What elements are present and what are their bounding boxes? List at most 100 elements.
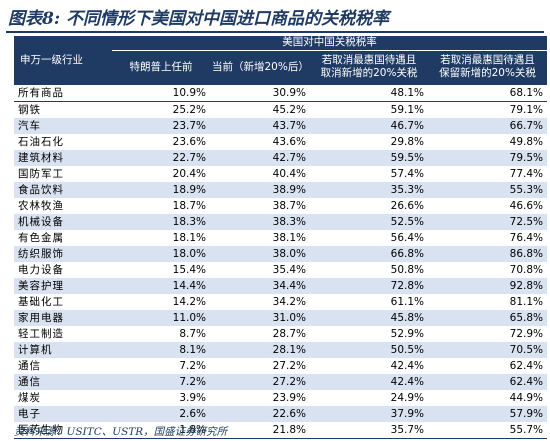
table-row: 纺织服饰 18.0% 38.0% 66.8% 86.8% bbox=[14, 246, 547, 262]
cancel-mfn-keep-cell: 62.4% bbox=[509, 360, 543, 372]
pre-trump-cell: 18.3% bbox=[112, 214, 210, 230]
cancel-mfn-keep-cell: 55.7% bbox=[428, 422, 547, 439]
cancel-mfn-keep-cell: 76.4% bbox=[509, 232, 543, 244]
cancel-mfn-drop-cell: 42.4% bbox=[390, 360, 424, 372]
industry-cell: 家用电器 bbox=[14, 310, 112, 326]
cancel-mfn-keep-cell: 86.8% bbox=[428, 246, 547, 262]
current-cell: 31.0% bbox=[210, 310, 310, 326]
current-cell: 45.2% bbox=[272, 104, 306, 116]
col-cancel-mfn-drop-header: 若取消最惠国待遇且 取消新增的20%关税 bbox=[310, 50, 428, 85]
cancel-mfn-drop-cell: 72.8% bbox=[310, 278, 428, 294]
industry-cell: 食品饮料 bbox=[14, 182, 112, 198]
table-row: 计算机 8.1% 28.1% 50.5% 70.5% bbox=[14, 342, 547, 358]
industry-header: 申万一级行业 bbox=[14, 36, 112, 85]
industry-cell: 计算机 bbox=[14, 342, 112, 358]
current-cell: 30.9% bbox=[210, 84, 310, 102]
pre-trump-cell: 18.1% bbox=[172, 232, 206, 244]
current-cell: 34.4% bbox=[210, 278, 310, 294]
cancel-mfn-drop-cell: 66.8% bbox=[310, 246, 428, 262]
pre-trump-cell: 10.9% bbox=[112, 84, 210, 102]
table-row: 石油石化 23.6% 43.6% 29.8% 49.8% bbox=[14, 134, 547, 150]
cancel-mfn-keep-cell: 70.8% bbox=[509, 264, 543, 276]
current-cell: 38.3% bbox=[210, 214, 310, 230]
cancel-mfn-keep-cell: 92.8% bbox=[428, 278, 547, 294]
cancel-mfn-drop-cell: 45.8% bbox=[310, 310, 428, 326]
table-row: 有色金属 18.1% 38.1% 56.4% 76.4% bbox=[14, 230, 547, 246]
cancel-mfn-keep-cell: 49.8% bbox=[509, 136, 543, 148]
table-row: 家用电器 11.0% 31.0% 45.8% 65.8% bbox=[14, 310, 547, 326]
pre-trump-cell: 22.7% bbox=[112, 150, 210, 166]
current-cell: 38.7% bbox=[272, 200, 306, 212]
table-row: 钢铁 25.2% 45.2% 59.1% 79.1% bbox=[14, 102, 547, 119]
industry-cell: 医药生物 bbox=[14, 422, 112, 439]
pre-trump-cell: 8.1% bbox=[112, 342, 210, 358]
current-cell: 28.7% bbox=[272, 328, 306, 340]
cancel-mfn-keep-cell: 77.4% bbox=[509, 168, 543, 180]
current-cell: 21.8% bbox=[210, 422, 310, 439]
pre-trump-cell: 2.6% bbox=[112, 406, 210, 422]
cancel-mfn-drop-cell: 50.5% bbox=[310, 342, 428, 358]
pre-trump-cell: 8.7% bbox=[179, 328, 206, 340]
current-cell: 35.4% bbox=[272, 264, 306, 276]
pre-trump-cell: 15.4% bbox=[172, 264, 206, 276]
table-row: 国防军工 20.4% 40.4% 57.4% 77.4% bbox=[14, 166, 547, 182]
industry-cell: 有色金属 bbox=[18, 232, 64, 244]
table-row: 轻工制造 8.7% 28.7% 52.9% 72.9% bbox=[14, 326, 547, 342]
current-cell: 38.9% bbox=[210, 182, 310, 198]
industry-cell: 国防军工 bbox=[18, 168, 64, 180]
current-cell: 42.7% bbox=[210, 150, 310, 166]
pre-trump-cell: 11.0% bbox=[112, 310, 210, 326]
industry-cell: 电力设备 bbox=[18, 264, 64, 276]
col-cancel-mfn-drop-header-line1: 若取消最惠国待遇且 bbox=[321, 54, 417, 67]
industry-cell: 基础化工 bbox=[18, 296, 64, 308]
col-cancel-mfn-keep-header: 若取消最惠国待遇且 保留新增的20%关税 bbox=[428, 50, 547, 85]
pre-trump-cell: 14.4% bbox=[112, 278, 210, 294]
cancel-mfn-keep-cell: 55.3% bbox=[428, 182, 547, 198]
col-cancel-mfn-drop-header-line2: 取消新增的20%关税 bbox=[320, 67, 418, 80]
industry-cell: 建筑材料 bbox=[14, 150, 112, 166]
cancel-mfn-drop-cell: 26.6% bbox=[390, 200, 424, 212]
cancel-mfn-keep-cell: 72.5% bbox=[428, 214, 547, 230]
group-header: 美国对中国关税税率 bbox=[112, 36, 547, 51]
cancel-mfn-drop-cell: 52.9% bbox=[390, 328, 424, 340]
cancel-mfn-keep-cell: 79.1% bbox=[509, 104, 543, 116]
table-body: 所有商品 10.9% 30.9% 48.1% 68.1% 钢铁 25.2% 45.2% 59.1… bbox=[14, 84, 547, 439]
industry-cell: 汽车 bbox=[14, 118, 112, 134]
current-cell: 38.0% bbox=[210, 246, 310, 262]
cancel-mfn-keep-cell: 68.1% bbox=[428, 84, 547, 102]
industry-cell: 煤炭 bbox=[18, 392, 41, 404]
title-divider bbox=[6, 31, 544, 33]
cancel-mfn-drop-cell: 56.4% bbox=[390, 232, 424, 244]
industry-cell: 钢铁 bbox=[18, 104, 41, 116]
industry-cell: 所有商品 bbox=[14, 84, 112, 102]
cancel-mfn-keep-cell: 70.5% bbox=[428, 342, 547, 358]
cancel-mfn-drop-cell: 48.1% bbox=[310, 84, 428, 102]
cancel-mfn-drop-cell: 59.1% bbox=[390, 104, 424, 116]
industry-cell: 轻工制造 bbox=[18, 328, 64, 340]
cancel-mfn-keep-cell: 57.9% bbox=[428, 406, 547, 422]
pre-trump-cell: 18.9% bbox=[112, 182, 210, 198]
cancel-mfn-drop-cell: 52.5% bbox=[310, 214, 428, 230]
industry-cell: 通信 bbox=[14, 374, 112, 390]
col-pre-trump-header: 特朗普上任前 bbox=[112, 50, 210, 85]
table-row: 电力设备 15.4% 35.4% 50.8% 70.8% bbox=[14, 262, 547, 278]
pre-trump-cell: 1.8% bbox=[112, 422, 210, 439]
table-row: 美容护理 14.4% 34.4% 72.8% 92.8% bbox=[14, 278, 547, 294]
cancel-mfn-keep-cell: 66.7% bbox=[428, 118, 547, 134]
figure-title: 图表8: 不同情形下美国对中国进口商品的关税税率 bbox=[8, 9, 390, 29]
industry-cell: 农林牧渔 bbox=[18, 200, 64, 212]
current-cell: 23.9% bbox=[272, 392, 306, 404]
table-row: 通信 7.2% 27.2% 42.4% 62.4% bbox=[14, 358, 547, 374]
pre-trump-cell: 23.7% bbox=[112, 118, 210, 134]
cancel-mfn-drop-cell: 46.7% bbox=[310, 118, 428, 134]
tariff-table: 申万一级行业 美国对中国关税税率 特朗普上任前 当前（新增20%后） 若取消最惠… bbox=[14, 36, 547, 439]
table-row: 农林牧渔 18.7% 38.7% 26.6% 46.6% bbox=[14, 198, 547, 214]
table-row: 通信 7.2% 27.2% 42.4% 62.4% bbox=[14, 374, 547, 390]
current-cell: 34.2% bbox=[272, 296, 306, 308]
cancel-mfn-keep-cell: 81.1% bbox=[509, 296, 543, 308]
cancel-mfn-drop-cell: 29.8% bbox=[390, 136, 424, 148]
table-row: 机械设备 18.3% 38.3% 52.5% 72.5% bbox=[14, 214, 547, 230]
cancel-mfn-drop-cell: 35.3% bbox=[310, 182, 428, 198]
table-row: 医药生物 1.8% 21.8% 35.7% 55.7% bbox=[14, 422, 547, 439]
current-cell: 27.2% bbox=[210, 374, 310, 390]
